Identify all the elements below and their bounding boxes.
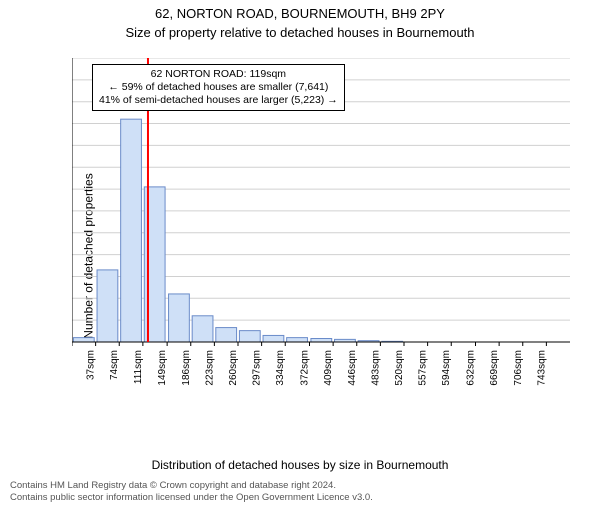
- footer-line1: Contains HM Land Registry data © Crown c…: [10, 480, 373, 492]
- xtick-label: 111sqm: [133, 350, 144, 384]
- xtick-label: 334sqm: [275, 350, 286, 386]
- xtick-label: 557sqm: [418, 350, 429, 386]
- xtick-label: 260sqm: [228, 350, 239, 386]
- histogram-bar: [287, 338, 308, 342]
- xtick-label: 186sqm: [181, 350, 192, 386]
- xtick-label: 594sqm: [441, 350, 452, 386]
- footer-line2: Contains public sector information licen…: [10, 492, 373, 504]
- histogram-bar: [192, 316, 213, 342]
- marker-annotation: 62 NORTON ROAD: 119sqm ← 59% of detached…: [92, 64, 345, 111]
- histogram-bar: [121, 119, 142, 342]
- xtick-label: 74sqm: [109, 350, 120, 380]
- histogram-bar: [97, 270, 118, 342]
- x-axis-label: Distribution of detached houses by size …: [0, 458, 600, 472]
- histogram-bar: [239, 331, 260, 342]
- annotation-line1: 62 NORTON ROAD: 119sqm: [99, 68, 338, 81]
- histogram-bar: [311, 339, 332, 342]
- xtick-label: 37sqm: [86, 350, 97, 380]
- histogram-bar: [216, 328, 237, 342]
- xtick-label: 0sqm: [72, 350, 73, 374]
- xtick-label: 149sqm: [157, 350, 168, 386]
- annotation-line2: ← 59% of detached houses are smaller (7,…: [99, 81, 338, 94]
- xtick-label: 372sqm: [300, 350, 311, 386]
- xtick-label: 223sqm: [204, 350, 215, 386]
- page-subtitle: Size of property relative to detached ho…: [0, 25, 600, 42]
- xtick-label: 446sqm: [347, 350, 358, 386]
- histogram-bar: [73, 338, 94, 342]
- footer-attribution: Contains HM Land Registry data © Crown c…: [10, 480, 373, 504]
- xtick-label: 669sqm: [489, 350, 500, 386]
- histogram-bar: [169, 294, 190, 342]
- page-title: 62, NORTON ROAD, BOURNEMOUTH, BH9 2PY: [0, 6, 600, 23]
- xtick-label: 520sqm: [394, 350, 405, 386]
- xtick-label: 483sqm: [370, 350, 381, 386]
- annotation-line3: 41% of semi-detached houses are larger (…: [99, 94, 338, 107]
- xtick-label: 706sqm: [513, 350, 524, 386]
- xtick-label: 409sqm: [323, 350, 334, 386]
- xtick-label: 632sqm: [466, 350, 477, 386]
- histogram-bar: [263, 335, 284, 342]
- xtick-label: 743sqm: [536, 350, 547, 386]
- xtick-label: 297sqm: [252, 350, 263, 386]
